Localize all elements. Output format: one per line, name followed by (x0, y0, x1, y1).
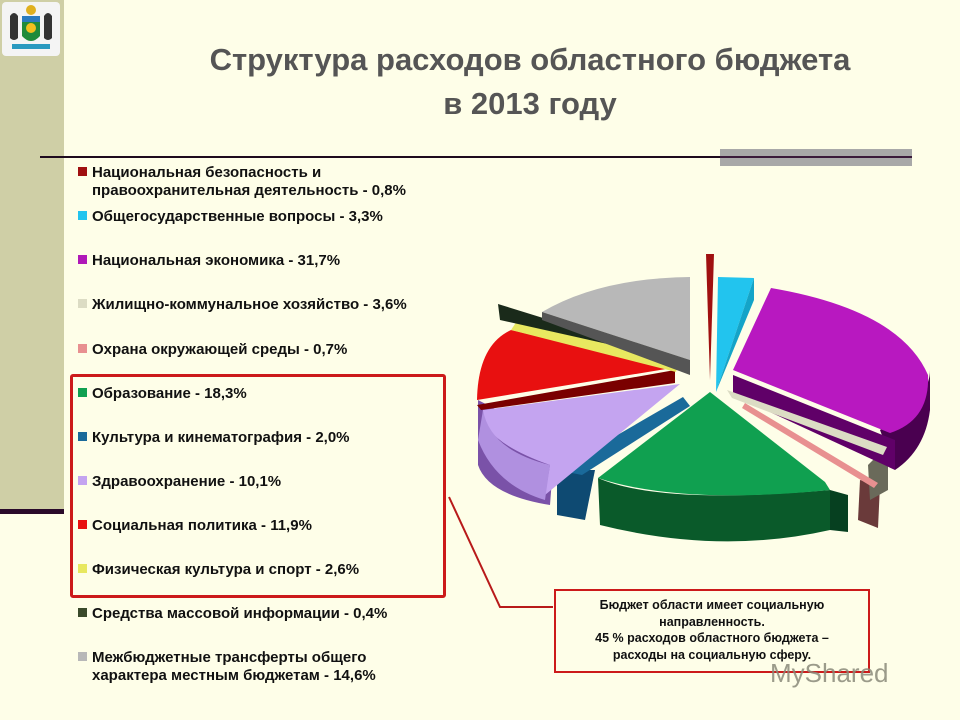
legend-item: Физическая культура и спорт - 2,6% (78, 561, 468, 579)
callout-line: 45 % расходов областного бюджета – (595, 631, 829, 645)
watermark: MyShared (770, 658, 889, 688)
coat-of-arms-icon (2, 2, 60, 56)
legend-marker (78, 344, 87, 353)
page-title: Структура расходов областного бюджета в … (120, 38, 940, 126)
social-sphere-highlight-box (70, 374, 446, 598)
legend-item: Культура и кинематография - 2,0% (78, 429, 468, 447)
legend-marker (78, 608, 87, 617)
legend-item: Национальная безопасность и правоохранит… (78, 164, 482, 200)
legend-marker (78, 564, 87, 573)
legend-item: Межбюджетные трансферты общего характера… (78, 649, 432, 685)
legend-item: Жилищно-коммунальное хозяйство - 3,6% (78, 296, 468, 314)
legend-marker (78, 167, 87, 176)
legend-marker (78, 388, 87, 397)
sidebar-band (0, 0, 64, 510)
callout-connector (448, 496, 553, 608)
title-divider (40, 156, 912, 158)
title-line-2: в 2013 году (443, 86, 617, 121)
legend-marker (78, 211, 87, 220)
legend-marker (78, 299, 87, 308)
legend-marker (78, 432, 87, 441)
callout-line: направленность. (659, 614, 765, 629)
legend-item: Образование - 18,3% (78, 385, 468, 403)
legend-marker (78, 476, 87, 485)
legend-item: Охрана окружающей среды - 0,7% (78, 341, 468, 359)
title-line-1: Структура расходов областного бюджета (209, 42, 851, 77)
legend-item: Социальная политика - 11,9% (78, 517, 468, 535)
legend-item: Национальная экономика - 31,7% (78, 252, 468, 270)
callout-line: Бюджет области имеет социальную (599, 598, 825, 612)
social-budget-callout: Бюджет области имеет социальную направле… (554, 589, 870, 673)
legend-marker (78, 652, 87, 661)
callout-line: расходы на социальную сферу. (612, 647, 812, 662)
legend-item: Средства массовой информации - 0,4% (78, 605, 468, 623)
legend-marker (78, 255, 87, 264)
legend-marker (78, 520, 87, 529)
legend-item: Здравоохранение - 10,1% (78, 473, 468, 491)
sidebar-divider (0, 509, 64, 514)
legend-item: Общегосударственные вопросы - 3,3% (78, 208, 468, 226)
title-divider-accent (720, 156, 912, 158)
